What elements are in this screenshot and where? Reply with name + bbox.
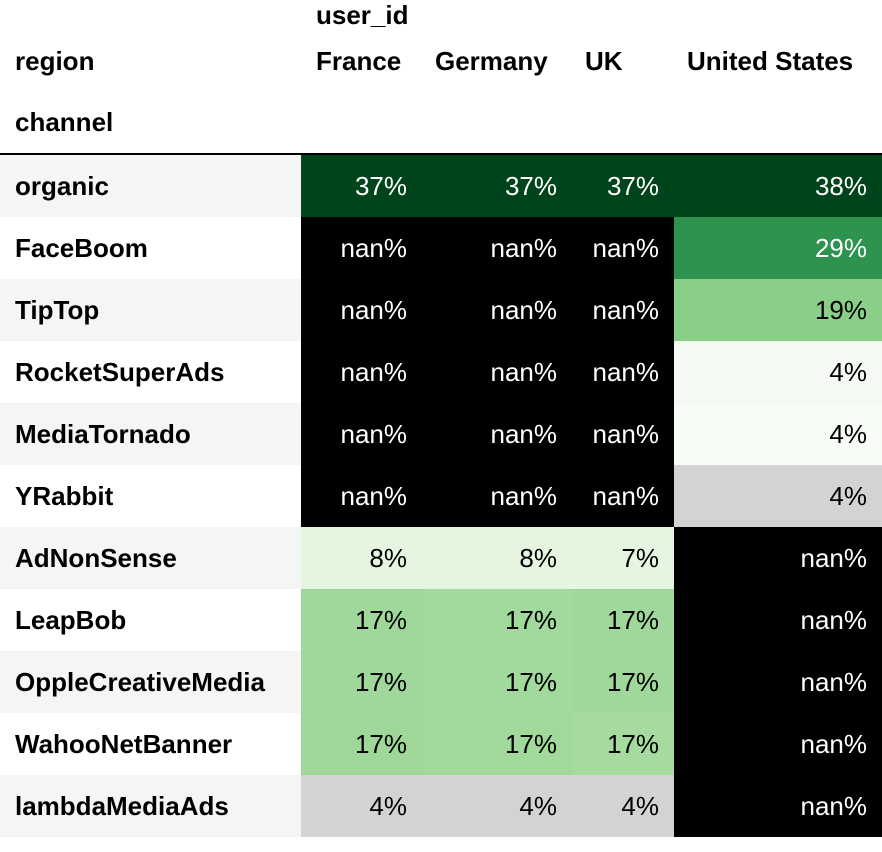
table-cell: 4%: [674, 341, 882, 403]
header-row-channel: channel: [0, 91, 882, 155]
table-cell: 8%: [422, 527, 572, 589]
table-cell: 17%: [301, 651, 422, 713]
row-label: YRabbit: [0, 465, 301, 527]
values-column-name: user_id: [301, 0, 882, 31]
table-cell: 17%: [572, 651, 674, 713]
table-cell: nan%: [422, 217, 572, 279]
table-cell: nan%: [422, 465, 572, 527]
header-row-region: region France Germany UK United States: [0, 31, 882, 91]
table-cell: nan%: [301, 279, 422, 341]
table-cell: 37%: [301, 154, 422, 217]
table-cell: 17%: [572, 589, 674, 651]
table-cell: 4%: [674, 403, 882, 465]
table-cell: 4%: [572, 775, 674, 837]
table-cell: 17%: [422, 651, 572, 713]
table-row: organic 37% 37% 37% 38%: [0, 154, 882, 217]
table-cell: nan%: [422, 403, 572, 465]
column-header-uk: UK: [572, 31, 674, 91]
table-cell: 29%: [674, 217, 882, 279]
table-cell: 17%: [422, 713, 572, 775]
table-cell: 17%: [301, 589, 422, 651]
table-cell: 17%: [422, 589, 572, 651]
row-label: OppleCreativeMedia: [0, 651, 301, 713]
table-row: YRabbit nan% nan% nan% 4%: [0, 465, 882, 527]
header-blank-cell: [301, 91, 422, 155]
table-row: AdNonSense 8% 8% 7% nan%: [0, 527, 882, 589]
row-label: lambdaMediaAds: [0, 775, 301, 837]
table-body: organic 37% 37% 37% 38% FaceBoom nan% nan% nan% 2…: [0, 154, 882, 837]
table-row: LeapBob 17% 17% 17% nan%: [0, 589, 882, 651]
table-cell: 37%: [422, 154, 572, 217]
column-header-france: France: [301, 31, 422, 91]
table-cell: nan%: [572, 217, 674, 279]
header-blank-cell: [572, 91, 674, 155]
table-cell: nan%: [674, 651, 882, 713]
table-row: OppleCreativeMedia 17% 17% 17% nan%: [0, 651, 882, 713]
row-label: MediaTornado: [0, 403, 301, 465]
table-row: WahooNetBanner 17% 17% 17% nan%: [0, 713, 882, 775]
table-row: lambdaMediaAds 4% 4% 4% nan%: [0, 775, 882, 837]
table-cell: nan%: [572, 403, 674, 465]
table-row: TipTop nan% nan% nan% 19%: [0, 279, 882, 341]
row-label: TipTop: [0, 279, 301, 341]
row-label: FaceBoom: [0, 217, 301, 279]
table-cell: 37%: [572, 154, 674, 217]
table-row: RocketSuperAds nan% nan% nan% 4%: [0, 341, 882, 403]
table-cell: 38%: [674, 154, 882, 217]
column-header-united-states: United States: [674, 31, 882, 91]
table-cell: nan%: [301, 217, 422, 279]
header-blank-cell: [0, 0, 301, 31]
table-cell: nan%: [674, 527, 882, 589]
table-row: MediaTornado nan% nan% nan% 4%: [0, 403, 882, 465]
table-cell: 4%: [674, 465, 882, 527]
table-row: FaceBoom nan% nan% nan% 29%: [0, 217, 882, 279]
header-blank-cell: [674, 91, 882, 155]
table-cell: nan%: [674, 713, 882, 775]
table-cell: nan%: [674, 589, 882, 651]
table-cell: 7%: [572, 527, 674, 589]
table-cell: nan%: [572, 465, 674, 527]
column-index-name: region: [0, 31, 301, 91]
column-header-germany: Germany: [422, 31, 572, 91]
table-cell: 4%: [422, 775, 572, 837]
table-cell: nan%: [422, 279, 572, 341]
table-cell: 19%: [674, 279, 882, 341]
table-cell: 17%: [301, 713, 422, 775]
header-blank-cell: [422, 91, 572, 155]
table-cell: nan%: [572, 279, 674, 341]
table-cell: nan%: [572, 341, 674, 403]
table-cell: nan%: [422, 341, 572, 403]
row-label: RocketSuperAds: [0, 341, 301, 403]
table-cell: nan%: [301, 341, 422, 403]
table-cell: 17%: [572, 713, 674, 775]
header-row-values: user_id: [0, 0, 882, 31]
row-label: AdNonSense: [0, 527, 301, 589]
row-label: organic: [0, 154, 301, 217]
table-cell: nan%: [674, 775, 882, 837]
row-label: LeapBob: [0, 589, 301, 651]
row-label: WahooNetBanner: [0, 713, 301, 775]
row-index-name: channel: [0, 91, 301, 155]
table-cell: 8%: [301, 527, 422, 589]
table-cell: nan%: [301, 465, 422, 527]
table-cell: nan%: [301, 403, 422, 465]
table-cell: 4%: [301, 775, 422, 837]
